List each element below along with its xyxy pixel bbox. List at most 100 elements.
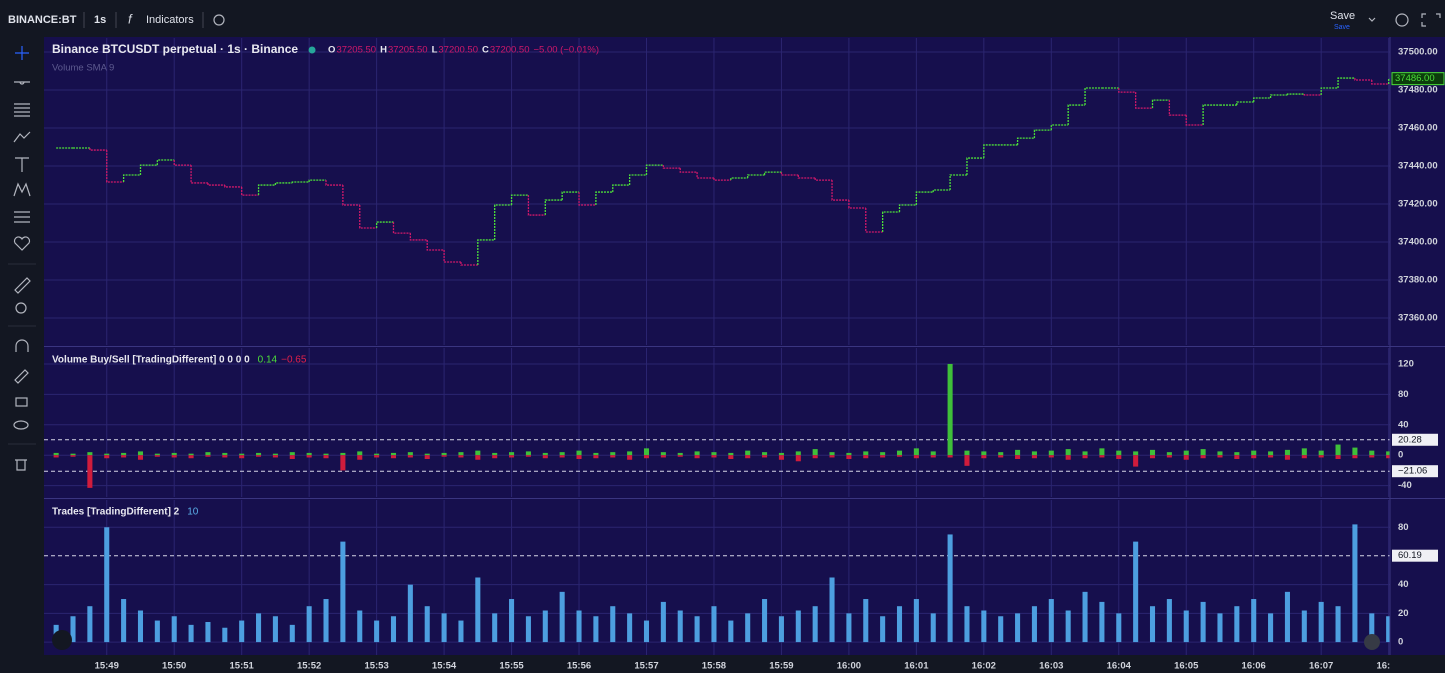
magnet-tool[interactable] xyxy=(15,339,29,352)
bar xyxy=(1116,455,1122,459)
bar xyxy=(137,451,144,456)
symbol[interactable]: BINANCE:BT xyxy=(8,14,77,26)
bar xyxy=(390,452,397,456)
price-step xyxy=(224,185,242,188)
zoom-tool[interactable] xyxy=(15,302,27,314)
bar xyxy=(171,455,177,458)
text-tool[interactable] xyxy=(15,157,29,172)
bar xyxy=(239,453,245,456)
bar xyxy=(1268,613,1274,643)
bar xyxy=(829,455,835,458)
favorites-tool[interactable] xyxy=(13,236,31,251)
settings-icon[interactable] xyxy=(213,14,225,26)
fullscreen-icon[interactable] xyxy=(1421,13,1441,27)
bar xyxy=(1386,616,1390,643)
bar xyxy=(1200,455,1206,459)
bar xyxy=(1284,449,1290,456)
bar xyxy=(475,450,481,456)
price-step xyxy=(89,147,107,151)
price-step xyxy=(544,199,563,216)
lock-drawing-tool[interactable] xyxy=(14,369,29,384)
ruler-tool[interactable] xyxy=(14,277,31,294)
bar xyxy=(1335,606,1341,643)
bar xyxy=(492,613,498,643)
price-step xyxy=(106,150,124,183)
bar xyxy=(289,452,295,456)
bar xyxy=(1318,601,1324,643)
bar xyxy=(930,451,936,456)
bar xyxy=(1301,448,1307,456)
bar xyxy=(964,450,970,456)
scroll-button[interactable] xyxy=(1364,634,1380,650)
x-tick-label: 15:49 xyxy=(95,661,119,672)
bar xyxy=(1133,455,1139,467)
price-step xyxy=(359,204,377,229)
bar xyxy=(1166,452,1172,456)
ohlc-value: 37205.50 xyxy=(388,45,428,56)
bar xyxy=(778,455,784,460)
bar xyxy=(964,455,970,466)
bar xyxy=(1031,606,1037,643)
price-step xyxy=(797,174,816,179)
x-tick-label: 16:05 xyxy=(1174,661,1199,672)
bar xyxy=(239,620,245,643)
price-step xyxy=(1033,129,1052,139)
bar xyxy=(424,453,430,456)
visibility-tool[interactable] xyxy=(13,420,29,430)
bar xyxy=(340,452,346,456)
bar xyxy=(711,455,717,458)
bar xyxy=(1133,541,1139,643)
y-tick-label: -40 xyxy=(1398,480,1412,491)
bar xyxy=(576,610,582,643)
bar xyxy=(272,455,278,458)
y-tick-label: 40 xyxy=(1398,419,1409,430)
dropdown-icon[interactable] xyxy=(1368,17,1376,22)
bar xyxy=(896,606,903,643)
bar xyxy=(627,613,633,643)
price-step xyxy=(1067,104,1086,126)
fx-icon: f xyxy=(128,11,133,26)
bar xyxy=(458,452,464,456)
bar xyxy=(239,455,245,459)
bar xyxy=(1166,599,1172,643)
x-tick-label: 15:51 xyxy=(230,661,255,672)
pattern-tool[interactable] xyxy=(13,182,31,197)
x-tick-label: 16:06 xyxy=(1242,661,1266,672)
indicators[interactable]: Indicators xyxy=(146,14,194,26)
price-step xyxy=(865,208,883,233)
x-tick-label: 16:02 xyxy=(972,661,996,672)
price-step xyxy=(122,174,141,183)
settings-icon[interactable] xyxy=(1395,13,1409,27)
crosshair-tool[interactable] xyxy=(15,46,29,60)
bar xyxy=(87,606,93,643)
price-step xyxy=(1185,115,1204,126)
fib-tool[interactable] xyxy=(14,103,30,117)
price-step xyxy=(291,181,310,183)
ohlc-value: 37200.50 xyxy=(490,45,530,56)
price-step xyxy=(1354,78,1372,81)
bar xyxy=(53,452,59,456)
bar xyxy=(121,599,127,643)
level-label-box xyxy=(1392,549,1438,562)
bar xyxy=(1133,451,1139,456)
x-tick-label: 15:57 xyxy=(634,661,658,672)
save-button[interactable]: Save xyxy=(1330,10,1355,22)
trend-tool[interactable] xyxy=(14,81,30,85)
price-step xyxy=(578,192,596,206)
brush-tool[interactable] xyxy=(13,131,31,143)
bar xyxy=(627,451,633,456)
bar xyxy=(1268,451,1274,456)
interval[interactable]: 1s xyxy=(94,14,106,26)
bar xyxy=(998,616,1004,643)
delete-tool[interactable] xyxy=(15,459,27,471)
price-step xyxy=(713,178,731,181)
bar xyxy=(1082,451,1088,456)
bar xyxy=(1048,450,1054,456)
lock-tool[interactable] xyxy=(15,397,28,407)
prediction-tool[interactable] xyxy=(14,211,30,223)
bar xyxy=(610,452,616,456)
bar xyxy=(306,452,312,456)
y-tick-label: 20 xyxy=(1398,608,1409,619)
price-step xyxy=(477,239,495,266)
